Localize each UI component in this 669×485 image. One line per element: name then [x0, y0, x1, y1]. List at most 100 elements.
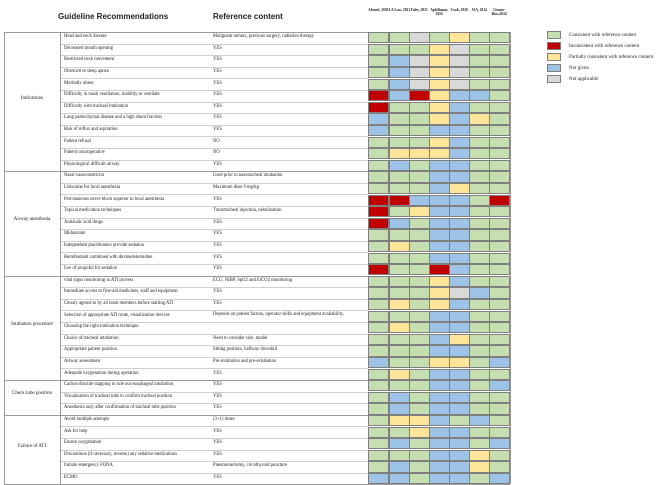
rating-cell — [489, 299, 510, 311]
rating-cell — [409, 125, 430, 137]
recommendation-text: Choosing the right intubation technique — [64, 324, 139, 330]
rating-cell — [429, 125, 450, 137]
reference-text: YES — [213, 161, 222, 167]
row-rule — [60, 124, 368, 126]
recommendation-text: vital signs monitoring in ATI process — [64, 277, 134, 283]
recommendation-text: Nasal vasoconstrictor — [64, 173, 105, 179]
rating-cell — [469, 322, 490, 334]
rating-cell — [469, 125, 490, 137]
row-rule — [60, 310, 368, 312]
section-label: Check tube position — [12, 391, 52, 397]
rating-cell — [449, 136, 470, 148]
reference-text: YES — [213, 127, 222, 132]
rating-cell — [489, 473, 510, 485]
row-rule — [60, 438, 368, 439]
rating-cell — [469, 67, 490, 79]
rating-cell — [429, 136, 450, 148]
header-guideline: Guideline Recommendations — [58, 12, 169, 21]
row-rule — [60, 90, 368, 91]
row-rule — [60, 148, 368, 149]
rating-cell — [409, 380, 430, 392]
rating-cell — [368, 43, 389, 56]
author-header: Cook, 2020 — [450, 8, 468, 12]
section-rule — [4, 275, 510, 277]
recommendation-text: ECMO — [64, 475, 78, 480]
rating-cell — [368, 449, 389, 462]
rating-cell — [429, 287, 450, 299]
rating-cell — [409, 67, 430, 79]
reference-text: YES — [213, 440, 222, 446]
rating-cell — [469, 345, 490, 357]
rating-cell — [449, 403, 470, 415]
rating-cell — [469, 473, 490, 485]
rating-cell — [389, 275, 410, 288]
rating-cell — [429, 322, 450, 334]
legend-swatch — [547, 42, 561, 50]
rating-cell — [489, 101, 510, 114]
row-rule — [60, 264, 368, 265]
rating-cell — [389, 101, 410, 114]
author-header: JSA, 2014 — [471, 8, 487, 12]
rating-cell — [368, 415, 389, 427]
rating-cell — [489, 415, 510, 427]
rating-cell — [429, 299, 450, 311]
reference-text: Used prior to nasotracheal intubation — [213, 173, 283, 179]
recommendation-text: Difficulty in mask ventilation, inabilit… — [64, 92, 160, 98]
rating-cell — [429, 368, 450, 380]
rating-cell — [449, 206, 470, 218]
rating-cell — [409, 101, 430, 114]
rating-cell — [489, 217, 510, 230]
rating-cell — [429, 241, 450, 253]
rating-cell — [368, 55, 389, 67]
legend-label: Not given — [569, 65, 589, 71]
rating-cell — [368, 299, 389, 311]
rating-cell — [489, 264, 510, 276]
reference-text: Need to consider size, model — [213, 335, 268, 341]
rating-cell — [469, 252, 490, 264]
rating-cell — [389, 403, 410, 415]
legend-swatch — [547, 64, 561, 72]
rating-cell — [489, 43, 510, 56]
rating-cell — [469, 217, 490, 230]
rating-cell — [368, 159, 389, 172]
rating-cell — [409, 333, 430, 346]
rating-cell — [449, 183, 470, 195]
rating-cell — [489, 438, 510, 450]
rating-cell — [409, 32, 430, 44]
rating-cell — [489, 194, 510, 206]
rating-cell — [489, 380, 510, 392]
rating-cell — [429, 252, 450, 264]
recommendation-text: Lidocaine for local anesthesia — [64, 185, 121, 190]
rating-cell — [429, 78, 450, 90]
rating-cell — [409, 449, 430, 462]
row-rule — [60, 287, 368, 289]
recommendation-text: Obstructive sleep apnea — [64, 69, 109, 74]
rating-cell — [389, 287, 410, 299]
rating-cell — [368, 78, 389, 90]
rating-cell — [368, 90, 389, 102]
rating-cell — [489, 183, 510, 195]
rating-cell — [429, 159, 450, 172]
rating-cell — [449, 113, 470, 125]
rating-cell — [449, 449, 470, 462]
rating-cell — [429, 310, 450, 322]
recommendation-text: Ensure oxygenation — [64, 440, 102, 446]
rating-cell — [449, 148, 470, 160]
rating-cell — [389, 252, 410, 264]
rating-cell — [449, 241, 470, 253]
rating-cell — [429, 403, 450, 415]
recommendation-text: Decreased mouth opening — [64, 45, 113, 51]
reference-text: Pre-intubation and pre-extubation — [213, 359, 277, 364]
section-rule — [4, 414, 510, 416]
reference-text: Pneumonectomy, cricothyroid puncture — [213, 463, 288, 469]
rating-cell — [489, 241, 510, 253]
rating-cell — [469, 241, 490, 253]
rating-cell — [409, 310, 430, 322]
rating-cell — [469, 194, 490, 206]
rating-cell — [449, 55, 470, 67]
rating-cell — [449, 333, 470, 346]
rating-cell — [429, 183, 450, 195]
rating-cell — [409, 136, 430, 148]
rating-cell — [469, 78, 490, 90]
rating-cell — [489, 125, 510, 137]
